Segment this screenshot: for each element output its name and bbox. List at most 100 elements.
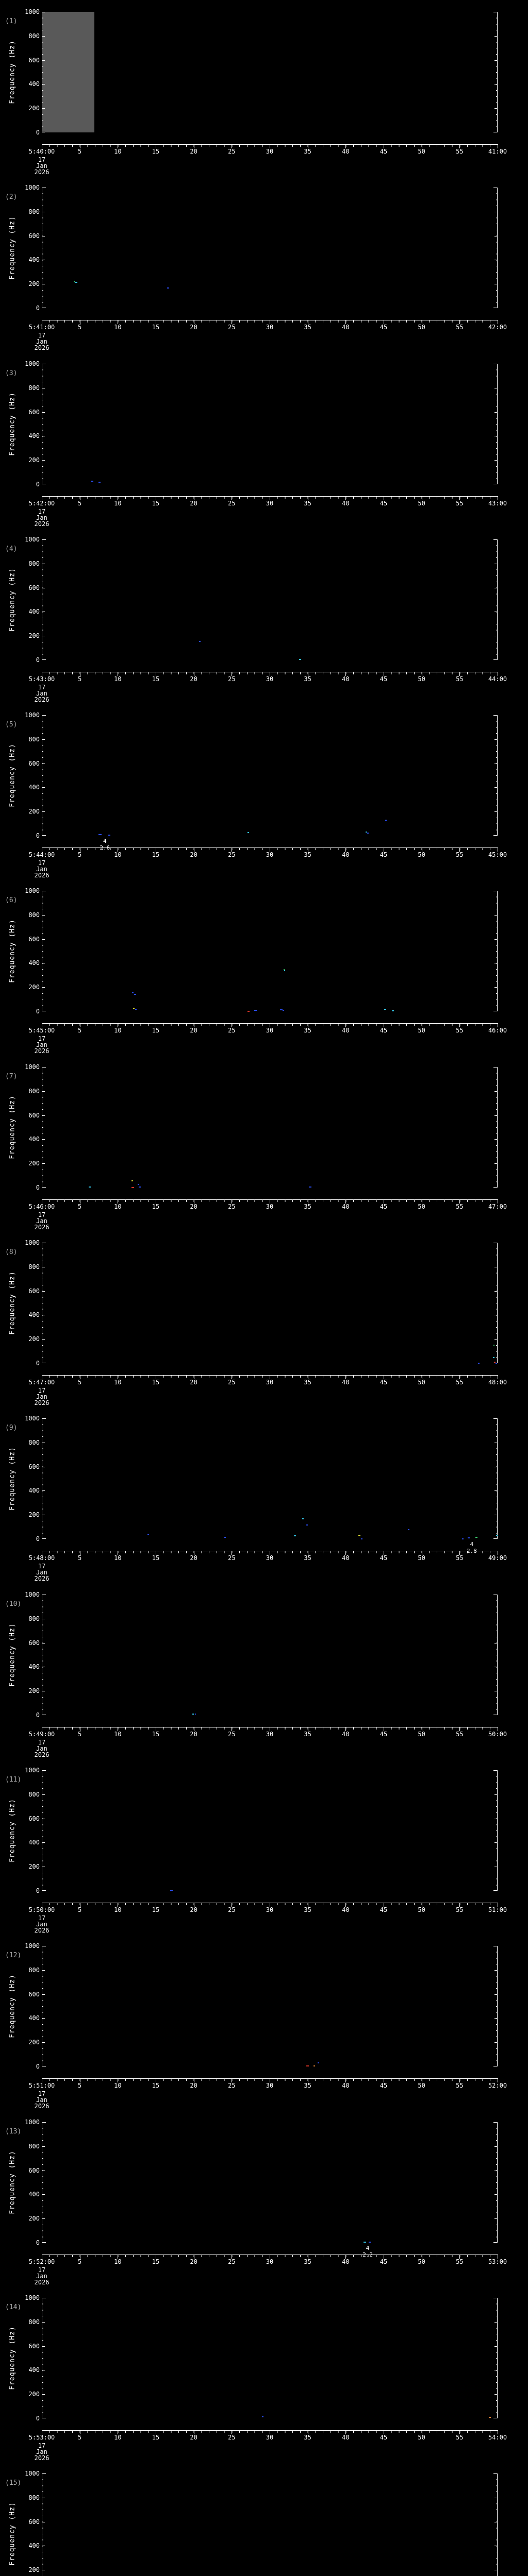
y-tick-label: 800 — [28, 384, 40, 392]
y-tick-label: 600 — [28, 1463, 40, 1470]
y-tick-label: 1000 — [25, 1239, 40, 1246]
date-label: Jan — [36, 162, 47, 170]
x-tick-label: 15 — [152, 148, 160, 155]
end-time-label: 43:00 — [488, 500, 507, 507]
y-major-tick — [494, 2394, 498, 2395]
x-tick-label: 20 — [190, 675, 197, 683]
x-tick-label: 15 — [152, 1906, 160, 1913]
data-point — [199, 641, 201, 642]
panel-number: (3) — [5, 369, 18, 377]
spectrogram-panel: (13) Frequency (Hz) 4 2.2 0 200 400 600 800 1000 5… — [0, 2110, 528, 2286]
end-time-label: 46:00 — [488, 1027, 507, 1034]
y-tick-label: 400 — [28, 2014, 40, 2022]
date-label: 17 — [38, 1739, 46, 1746]
y-major-tick — [42, 811, 45, 812]
data-point — [308, 1187, 311, 1188]
y-tick-label: 600 — [28, 409, 40, 416]
y-axis-title: Frequency (Hz) — [8, 1095, 16, 1159]
y-major-tick — [494, 739, 498, 740]
data-point — [477, 1362, 480, 1364]
y-tick-label: 200 — [28, 280, 40, 287]
x-major-tick — [459, 1200, 460, 1204]
y-major-tick — [42, 2322, 45, 2323]
x-tick-label: 5 — [78, 2082, 82, 2089]
y-major-tick — [42, 987, 45, 988]
x-tick-label: 35 — [304, 675, 311, 683]
x-major-tick — [459, 848, 460, 852]
x-major-tick — [345, 1551, 346, 1555]
end-time-label: 47:00 — [488, 1203, 507, 1210]
spectrogram-panel: (6) Frequency (Hz) 0 200 400 600 800 1000 5:45:0… — [0, 879, 528, 1055]
y-tick-label: 400 — [28, 1311, 40, 1318]
y-tick-label: 1000 — [25, 711, 40, 719]
x-tick-label: 15 — [152, 324, 160, 331]
date-label: Jan — [36, 514, 47, 521]
x-tick-label: 50 — [418, 324, 425, 331]
end-time-label: 54:00 — [488, 2434, 507, 2441]
data-point — [262, 2416, 264, 2417]
date-label: 2026 — [34, 2279, 50, 2286]
y-tick-label: 1000 — [25, 1942, 40, 1950]
x-tick-label: 10 — [114, 2082, 122, 2089]
x-tick-label: 40 — [342, 675, 350, 683]
y-minor-ticks-left — [42, 891, 43, 1011]
data-point — [248, 832, 250, 834]
y-tick-label: 800 — [28, 560, 40, 567]
y-tick-label: 600 — [28, 2518, 40, 2526]
y-major-tick — [42, 60, 45, 61]
y-tick-label: 0 — [36, 2415, 40, 2422]
y-major-tick — [494, 412, 498, 413]
x-tick-label: 20 — [190, 1906, 197, 1913]
y-tick-label: 1000 — [25, 184, 40, 191]
spectrogram-panel: (11) Frequency (Hz) 0 200 400 600 800 1000 5:50:… — [0, 1758, 528, 1934]
data-point — [135, 1009, 137, 1010]
x-tick-label: 30 — [266, 1554, 274, 1562]
x-tick-label: 15 — [152, 1027, 160, 1034]
y-minor-ticks-right — [496, 364, 498, 484]
data-point — [137, 1184, 139, 1185]
y-tick-label: 1000 — [25, 2470, 40, 2477]
panel-number: (10) — [5, 1600, 22, 1608]
x-tick-label: 35 — [304, 851, 311, 858]
y-tick-label: 1000 — [25, 1063, 40, 1071]
date-label: 2026 — [34, 520, 50, 528]
date-label: 17 — [38, 859, 46, 867]
y-tick-label: 0 — [36, 1184, 40, 1191]
x-tick-label: 10 — [114, 1379, 122, 1386]
data-point — [134, 994, 137, 995]
y-tick-label: 1000 — [25, 1415, 40, 1422]
y-major-tick — [494, 2122, 498, 2123]
y-major-tick — [494, 659, 498, 660]
x-tick-label: 30 — [266, 2082, 274, 2089]
end-time-label: 45:00 — [488, 851, 507, 858]
date-label: 2026 — [34, 872, 50, 879]
spectrogram-panel: (15)Frequency (Hz)42.8020040060080010005… — [0, 2462, 528, 2576]
y-tick-label: 600 — [28, 936, 40, 943]
data-point — [493, 1357, 495, 1359]
x-tick-label: 30 — [266, 1906, 274, 1913]
x-tick-label: 30 — [266, 500, 274, 507]
x-tick-label: 10 — [114, 1203, 122, 1210]
y-major-tick — [494, 1163, 498, 1164]
data-point — [132, 992, 134, 994]
x-tick-label: 45 — [380, 851, 388, 858]
x-tick-label: 20 — [190, 1379, 197, 1386]
y-tick-label: 400 — [28, 432, 40, 439]
y-major-tick — [42, 2122, 45, 2123]
x-major-tick — [459, 2255, 460, 2259]
x-major-tick — [345, 1903, 346, 1907]
spectrogram-panel: (3) Frequency (Hz) 0 200 400 600 800 1000 5:42:0… — [0, 352, 528, 528]
plot-area — [42, 1243, 498, 1364]
x-tick-label: 40 — [342, 1379, 350, 1386]
panel-number: (14) — [5, 2303, 22, 2311]
x-tick-label: 10 — [114, 2258, 122, 2265]
x-major-tick — [345, 848, 346, 852]
y-tick-label: 0 — [36, 1535, 40, 1543]
y-tick-label: 1000 — [25, 1767, 40, 1774]
y-axis-title: Frequency (Hz) — [8, 1271, 16, 1335]
spectrogram-panel: (12) Frequency (Hz) 0 200 400 600 800 1000 5:51:… — [0, 1934, 528, 2110]
y-minor-ticks-right — [496, 188, 498, 308]
y-tick-label: 0 — [36, 2239, 40, 2246]
x-tick-label: 35 — [304, 1027, 311, 1034]
start-time-label: 5:42:00 — [28, 500, 55, 507]
